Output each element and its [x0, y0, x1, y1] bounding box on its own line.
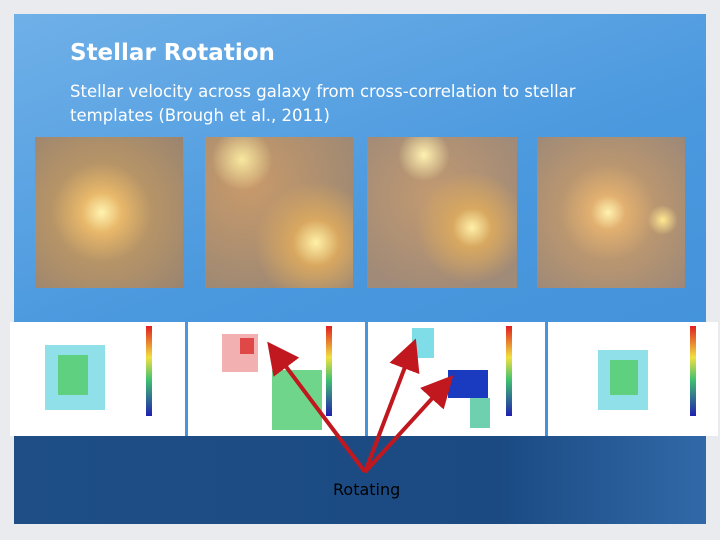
arrow — [363, 375, 454, 474]
slide-title: Stellar Rotation — [70, 40, 275, 66]
map-blob — [610, 360, 638, 395]
galaxy-image — [367, 137, 517, 288]
annotation: Rotating — [333, 480, 401, 499]
map-blob — [412, 328, 434, 358]
body-line: templates (Brough et al., 2011) — [70, 106, 330, 125]
color-bar — [326, 326, 332, 416]
color-bar — [690, 326, 696, 416]
color-bar — [146, 326, 152, 416]
galaxy-image — [537, 137, 685, 288]
galaxy-image — [205, 137, 353, 288]
map-blob — [240, 338, 254, 354]
arrow — [363, 338, 420, 473]
map-pixels — [45, 326, 696, 430]
footer-band — [14, 436, 706, 524]
galaxy-image — [35, 137, 183, 288]
arrows — [267, 338, 454, 474]
color-bar — [506, 326, 512, 416]
arrow — [267, 341, 367, 474]
map-blob — [448, 370, 488, 398]
map-blob — [58, 355, 88, 395]
map-blob — [470, 398, 490, 428]
slide-body: Stellar velocity across galaxy from cros… — [70, 80, 576, 128]
body-line: Stellar velocity across galaxy from cros… — [70, 82, 576, 101]
